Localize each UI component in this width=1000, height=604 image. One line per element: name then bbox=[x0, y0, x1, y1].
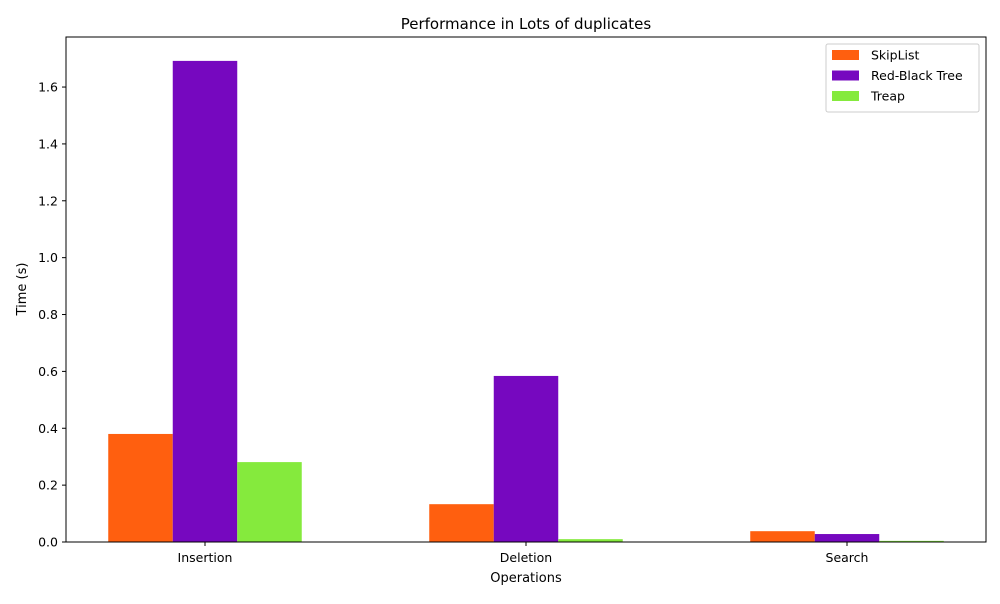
y-tick-label: 0.4 bbox=[38, 421, 58, 436]
y-tick-label: 0.0 bbox=[38, 535, 58, 550]
legend: SkipList Red-Black Tree Treap bbox=[825, 43, 980, 113]
bar-treap-search bbox=[879, 540, 944, 542]
bar-skiplist-search bbox=[750, 531, 815, 542]
bar-skiplist-insertion bbox=[108, 433, 173, 542]
y-tick-label: 1.4 bbox=[38, 136, 58, 151]
y-tick-label: 0.8 bbox=[38, 307, 58, 322]
legend-label: SkipList bbox=[871, 48, 920, 63]
y-tick-label: 1.0 bbox=[38, 250, 58, 265]
y-axis-label: Time (s) bbox=[15, 263, 30, 317]
bar-red-black-tree-deletion bbox=[493, 375, 559, 542]
legend-label: Red-Black Tree bbox=[871, 68, 963, 83]
chart-title: Performance in Lots of duplicates bbox=[401, 15, 652, 33]
x-axis-label: Operations bbox=[490, 571, 562, 586]
bar-red-black-tree-insertion bbox=[172, 60, 238, 542]
y-tick-label: 0.2 bbox=[38, 478, 58, 493]
x-tick-label: Deletion bbox=[500, 550, 552, 565]
legend-label: Treap bbox=[870, 89, 905, 104]
legend-swatch bbox=[832, 91, 859, 101]
legend-swatch bbox=[832, 50, 859, 60]
y-axis: 0.0 0.2 0.4 0.6 0.8 1.0 1.2 1.4 1.6 bbox=[38, 80, 66, 550]
legend-swatch bbox=[832, 70, 859, 81]
x-tick-label: Insertion bbox=[178, 550, 233, 565]
bar-skiplist-deletion bbox=[429, 504, 494, 542]
x-tick-label: Search bbox=[826, 550, 869, 565]
y-tick-label: 0.6 bbox=[38, 364, 58, 379]
y-tick-label: 1.2 bbox=[38, 193, 58, 208]
bars-group bbox=[108, 60, 944, 542]
y-tick-label: 1.6 bbox=[38, 80, 58, 95]
x-axis: Insertion Deletion Search bbox=[178, 542, 869, 565]
bar-treap-insertion bbox=[237, 462, 302, 542]
bar-red-black-tree-search bbox=[814, 534, 880, 542]
bar-treap-deletion bbox=[558, 539, 623, 542]
legend-box bbox=[825, 43, 980, 113]
